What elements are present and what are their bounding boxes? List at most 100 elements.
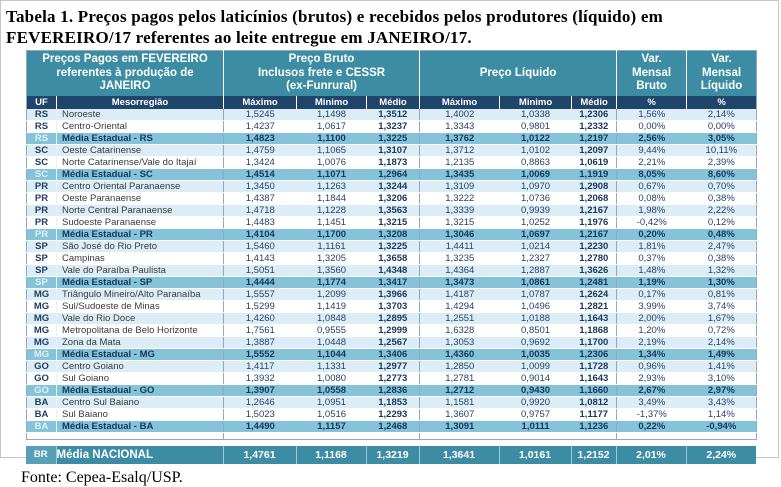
- min-liquido-cell: 1,0252: [499, 216, 572, 229]
- mesorregiao-cell: Sul/Sudoeste de Minas: [55, 300, 225, 313]
- max-liquido-cell: 1,3091: [419, 420, 500, 433]
- min-bruto-cell: 1,1263: [296, 180, 367, 193]
- min-bruto-cell: 1,1157: [296, 420, 367, 433]
- max-bruto-cell: 1,4387: [223, 192, 297, 205]
- header-var-mensal-liquido: Var. Mensal Líquido: [686, 50, 757, 96]
- col-header-minimo-liquido: Minimo: [499, 95, 572, 109]
- mesorregiao-cell: Noroeste: [55, 108, 225, 121]
- uf-cell: MG: [26, 288, 57, 301]
- state-average-row: GO Média Estadual - GO 1,3907 1,0558 1,2836 1…: [26, 384, 757, 397]
- min-bruto-cell: 1,0080: [296, 372, 367, 385]
- min-bruto-cell: 1,0516: [296, 408, 367, 421]
- min-liquido-cell: 1,0496: [499, 300, 572, 313]
- max-bruto-cell: 1,4444: [223, 276, 297, 289]
- var-bruto-cell: 2,67%: [616, 384, 687, 397]
- uf-cell: PR: [26, 180, 57, 193]
- uf-cell: MG: [26, 324, 57, 337]
- max-bruto-cell: 1,7561: [223, 324, 297, 337]
- medio-liquido-cell: 1,2167: [571, 204, 618, 217]
- var-liquido-cell: 0,70%: [686, 180, 757, 193]
- medio-bruto-cell: 1,3215: [366, 216, 421, 229]
- var-bruto-cell: -0,42%: [616, 216, 687, 229]
- medio-bruto-cell: 1,3658: [366, 252, 421, 265]
- medio-bruto-cell: 1,3406: [366, 348, 421, 361]
- medio-liquido-cell: 1,3626: [571, 264, 618, 277]
- var-bruto-cell: 2,00%: [616, 312, 687, 325]
- max-liquido-cell: 1,3109: [419, 180, 500, 193]
- mesorregiao-cell: Campinas: [55, 252, 225, 265]
- medio-liquido-cell: 1,2332: [571, 120, 618, 133]
- mesorregiao-cell: Sul Baiano: [55, 408, 225, 421]
- medio-bruto-cell: 1,3563: [366, 204, 421, 217]
- max-bruto-cell: 1,4237: [223, 120, 297, 133]
- max-liquido-cell: 1,3473: [419, 276, 500, 289]
- min-bruto-cell: 1,1228: [296, 204, 367, 217]
- min-liquido-cell: 1,0122: [499, 132, 572, 145]
- table-row: BA Centro Sul Baiano 1,2646 1,0951 1,1853 1,1…: [26, 396, 757, 409]
- medio-liquido-cell: 1,1919: [571, 168, 618, 181]
- var-liquido-cell: 3,74%: [686, 300, 757, 313]
- medio-bruto-cell: 1,2293: [366, 408, 421, 421]
- min-liquido-cell: 1,2327: [499, 252, 572, 265]
- medio-bruto-cell: 1,3237: [366, 120, 421, 133]
- max-liquido-cell: 1,3435: [419, 168, 500, 181]
- uf-cell: BA: [26, 420, 57, 433]
- min-bruto-cell: 1,1498: [296, 108, 367, 121]
- min-bruto-cell: 1,1331: [296, 360, 367, 373]
- medio-liquido-cell: 1,1643: [571, 312, 618, 325]
- max-liquido-cell: 1,3046: [419, 228, 500, 241]
- national-average-table: BR Média NACIONAL 1,4761 1,1168 1,3219 1…: [26, 445, 756, 465]
- col-header-mesorregiao: Mesorregião: [55, 95, 224, 109]
- var-liquido-cell: 0,48%: [686, 228, 757, 241]
- national-min-liquido: 1,0161: [498, 445, 571, 465]
- min-bruto-cell: 1,0617: [296, 120, 367, 133]
- var-bruto-cell: 3,99%: [616, 300, 687, 313]
- max-liquido-cell: 1,1581: [419, 396, 500, 409]
- max-bruto-cell: 1,3932: [223, 372, 297, 385]
- var-liquido-cell: 1,14%: [686, 408, 757, 421]
- max-bruto-cell: 1,3887: [223, 336, 297, 349]
- table-row: PR Centro Oriental Paranaense 1,3450 1,1263…: [26, 180, 757, 193]
- national-max-liquido: 1,3641: [418, 445, 499, 465]
- medio-liquido-cell: 1,1868: [571, 324, 618, 337]
- min-bruto-cell: 1,1700: [296, 228, 367, 241]
- uf-cell: MG: [26, 300, 57, 313]
- state-average-row: BA Média Estadual - BA 1,4490 1,1157 1,2468 1…: [26, 420, 757, 433]
- table-bottom-spacer: [26, 432, 757, 439]
- mesorregiao-cell: Triângulo Mineiro/Alto Paranaíba: [55, 288, 225, 301]
- col-header-medio-liquido: Médio: [571, 95, 617, 109]
- max-bruto-cell: 1,5245: [223, 108, 297, 121]
- mesorregiao-cell: Média Estadual - MG: [55, 348, 225, 361]
- table-row: SC Norte Catarinense/Vale do Itajaí 1,3424…: [26, 156, 757, 169]
- medio-bruto-cell: 1,1873: [366, 156, 421, 169]
- mesorregiao-cell: Centro-Oriental: [55, 120, 225, 133]
- national-medio-liquido: 1,2152: [570, 445, 616, 465]
- var-bruto-cell: -1,37%: [616, 408, 687, 421]
- min-liquido-cell: 0,8863: [499, 156, 572, 169]
- col-header-minimo-bruto: Minimo: [296, 95, 367, 109]
- var-bruto-cell: 0,67%: [616, 180, 687, 193]
- min-liquido-cell: 1,0970: [499, 180, 572, 193]
- medio-bruto-cell: 1,3966: [366, 288, 421, 301]
- min-bruto-cell: 1,1774: [296, 276, 367, 289]
- medio-liquido-cell: 1,1177: [571, 408, 618, 421]
- min-liquido-cell: 0,9430: [499, 384, 572, 397]
- medio-liquido-cell: 1,1700: [571, 336, 618, 349]
- var-liquido-cell: 1,49%: [686, 348, 757, 361]
- medio-bruto-cell: 1,3225: [366, 132, 421, 145]
- min-liquido-cell: 1,0736: [499, 192, 572, 205]
- uf-cell: GO: [26, 384, 57, 397]
- var-liquido-cell: 2,22%: [686, 204, 757, 217]
- max-liquido-cell: 1,4364: [419, 264, 500, 277]
- var-bruto-cell: 1,34%: [616, 348, 687, 361]
- uf-cell: SC: [26, 168, 57, 181]
- max-liquido-cell: 1,4294: [419, 300, 500, 313]
- max-bruto-cell: 1,4143: [223, 252, 297, 265]
- min-bruto-cell: 1,0848: [296, 312, 367, 325]
- min-bruto-cell: 1,1071: [296, 168, 367, 181]
- max-bruto-cell: 1,4759: [223, 144, 297, 157]
- medio-bruto-cell: 1,2895: [366, 312, 421, 325]
- medio-liquido-cell: 1,1643: [571, 372, 618, 385]
- var-liquido-cell: 0,00%: [686, 120, 757, 133]
- max-bruto-cell: 1,3424: [223, 156, 297, 169]
